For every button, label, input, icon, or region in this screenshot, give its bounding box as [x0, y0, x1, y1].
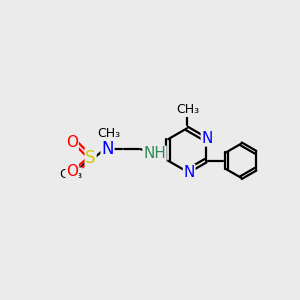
- Text: N: N: [201, 131, 213, 146]
- Text: S: S: [85, 149, 96, 167]
- Text: CH₃: CH₃: [59, 168, 82, 181]
- Text: N: N: [184, 165, 195, 180]
- Text: N: N: [101, 140, 114, 158]
- Text: CH₃: CH₃: [176, 103, 199, 116]
- Text: NH: NH: [143, 146, 166, 161]
- Text: O: O: [66, 164, 78, 179]
- Text: O: O: [66, 135, 78, 150]
- Text: CH₃: CH₃: [98, 127, 121, 140]
